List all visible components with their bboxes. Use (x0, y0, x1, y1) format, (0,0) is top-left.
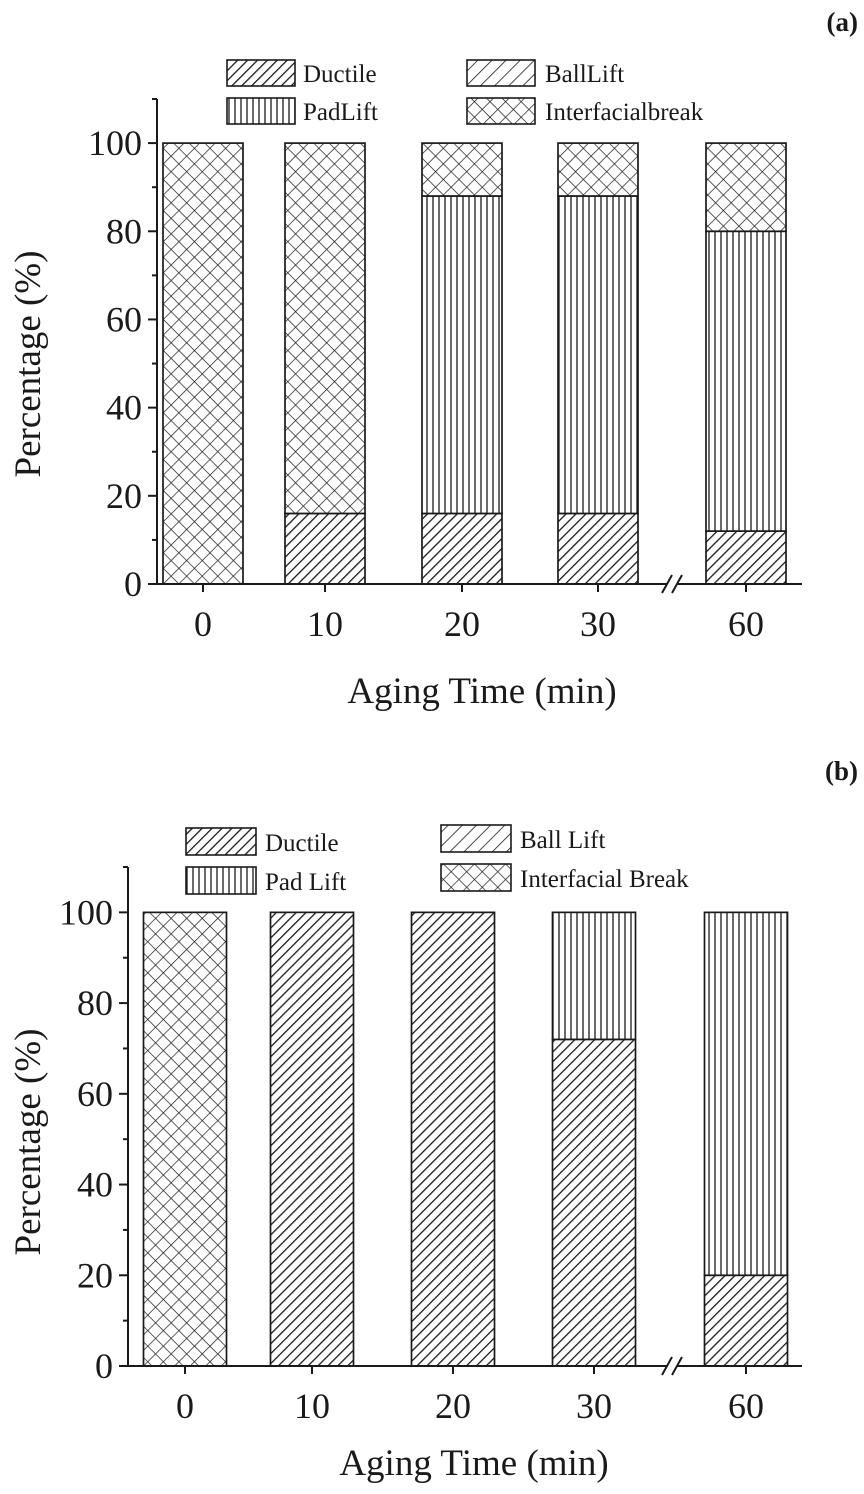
x-tick-label: 0 (176, 1386, 194, 1426)
axis-break-mark (661, 1356, 673, 1376)
legend-swatch-ductile (185, 827, 257, 856)
y-tick-label: 40 (77, 1165, 113, 1205)
legend-label-interfacial-break: Interfacial Break (520, 866, 689, 893)
y-tick-label: 20 (77, 1255, 113, 1295)
bar-ductile-10 (269, 911, 355, 1367)
x-axis-label: Aging Time (min) (347, 671, 616, 712)
y-tick-label: 60 (77, 1074, 113, 1114)
bar-ductile-60 (703, 1274, 789, 1367)
x-tick-label: 60 (728, 1386, 764, 1426)
bar-ductile-30 (551, 1038, 637, 1367)
x-tick-label: 20 (435, 1386, 471, 1426)
axes: 0 20 40 60 80 100 0 10 20 30 60 (59, 866, 802, 1426)
bar-ductile-10 (284, 512, 366, 585)
legend-swatch-ball-lift (466, 59, 536, 87)
bar-interfacialbreak-0 (162, 142, 244, 585)
y-tick-label: 0 (124, 564, 142, 604)
legend-label-pad-lift: PadLift (303, 99, 378, 126)
bar-padlift-20 (421, 195, 503, 515)
legend: Ductile Ball Lift Pad Lift Interfacial B… (185, 824, 689, 896)
bar-pad-lift-60 (703, 911, 789, 1277)
x-tick-label: 10 (294, 1386, 330, 1426)
x-tick-label: 60 (728, 604, 764, 644)
legend-label-ball-lift: Ball Lift (520, 827, 605, 854)
bar-group (142, 911, 789, 1367)
axis-break-mark (671, 1356, 683, 1376)
legend-swatch-ductile (226, 59, 296, 87)
legend-label-ductile: Ductile (303, 61, 377, 88)
legend-label-pad-lift: Pad Lift (265, 869, 346, 896)
y-tick-label: 100 (59, 892, 113, 932)
bar-interfacialbreak-60 (705, 142, 787, 233)
legend-swatch-interfacial-break (466, 97, 536, 125)
legend-swatch-pad-lift (185, 866, 257, 895)
bar-interfacialbreak-10 (284, 142, 366, 515)
bar-interfacialbreak-30 (557, 142, 639, 197)
legend-swatch-pad-lift (226, 97, 296, 125)
legend-label-ductile: Ductile (265, 830, 339, 857)
x-axis-label: Aging Time (min) (339, 1443, 608, 1484)
y-tick-label: 0 (95, 1346, 113, 1386)
bar-interfacial-break-0 (142, 911, 228, 1367)
x-tick-label: 30 (576, 1386, 612, 1426)
y-axis-label: Percentage (%) (8, 250, 49, 477)
x-tick-label: 20 (444, 604, 480, 644)
bar-ductile-60 (705, 530, 787, 585)
y-axis-label: Percentage (%) (8, 1028, 49, 1255)
legend-swatch-ball-lift (440, 824, 512, 853)
axis-break-mark (661, 574, 673, 594)
bar-interfacialbreak-20 (421, 142, 503, 197)
chart-panel-b: (b) Ductile Ball Lift Pad Lift Interfaci… (8, 756, 858, 1484)
x-tick-label: 10 (307, 604, 343, 644)
panel-label: (b) (825, 756, 858, 786)
bar-padlift-30 (557, 195, 639, 515)
x-tick-label: 0 (194, 604, 212, 644)
bar-ductile-20 (410, 911, 496, 1367)
legend-swatch-interfacial-break (440, 863, 512, 892)
bar-pad-lift-30 (551, 911, 637, 1041)
y-tick-label: 80 (106, 211, 142, 251)
y-tick-label: 20 (106, 476, 142, 516)
chart-panel-a: (a) Ductile BallLift PadLift Interfacial… (8, 7, 858, 712)
bar-group (162, 142, 787, 585)
axis-break-mark (671, 574, 683, 594)
bar-ductile-20 (421, 512, 503, 585)
y-tick-label: 80 (77, 983, 113, 1023)
axes: 0 20 40 60 80 100 0 10 20 30 60 (88, 98, 802, 644)
legend: Ductile BallLift PadLift Interfacialbrea… (226, 59, 704, 126)
panel-label: (a) (827, 7, 858, 37)
x-tick-label: 30 (580, 604, 616, 644)
bar-padlift-60 (705, 230, 787, 532)
legend-label-ball-lift: BallLift (545, 61, 624, 88)
y-tick-label: 60 (106, 299, 142, 339)
y-tick-label: 40 (106, 388, 142, 428)
legend-label-interfacial-break: Interfacialbreak (545, 99, 704, 126)
bar-ductile-30 (557, 512, 639, 585)
y-tick-label: 100 (88, 123, 142, 163)
